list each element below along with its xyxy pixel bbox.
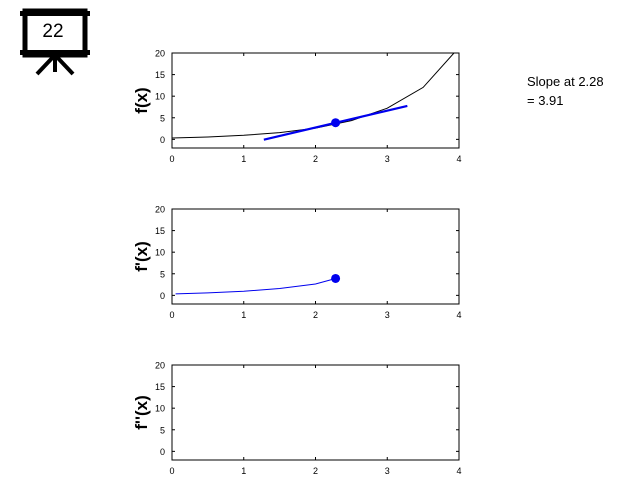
- data-point: [331, 273, 341, 283]
- y-tick-label: 15: [155, 226, 165, 236]
- x-tick-label: 3: [385, 310, 390, 320]
- y-tick-label: 0: [160, 447, 165, 457]
- x-tick-label: 0: [169, 466, 174, 476]
- x-tick-label: 3: [385, 154, 390, 164]
- x-tick-label: 0: [169, 154, 174, 164]
- x-tick-label: 2: [313, 154, 318, 164]
- data-point: [331, 118, 341, 128]
- x-tick-label: 4: [456, 154, 461, 164]
- y-axis-label: f'(x): [132, 241, 151, 271]
- y-tick-label: 10: [155, 248, 165, 258]
- x-tick-label: 1: [241, 310, 246, 320]
- plot-frame: [171, 208, 460, 305]
- slope-annotation-line2: = 3.91: [527, 93, 564, 108]
- plot-3: 0 1 2 3 4 0 5 10 15 20 f''(x): [132, 361, 462, 477]
- y-tick-label: 5: [160, 113, 165, 123]
- slope-annotation-line1: Slope at 2.28: [527, 74, 604, 89]
- slide-number: 22: [42, 21, 64, 42]
- presentation-board-icon: [20, 8, 90, 76]
- y-tick-label: 20: [155, 361, 165, 371]
- series-line: [175, 277, 336, 295]
- x-tick-label: 0: [169, 310, 174, 320]
- x-tick-label: 3: [385, 466, 390, 476]
- slope-annotation: Slope at 2.28 = 3.91: [527, 72, 604, 110]
- y-tick-label: 0: [160, 291, 165, 301]
- plot-2: 0 1 2 3 4 0 5 10 15 20 f'(x): [132, 205, 462, 321]
- plot-frame: [171, 364, 460, 461]
- y-tick-label: 15: [155, 382, 165, 392]
- y-tick-label: 5: [160, 425, 165, 435]
- y-axis-label: f(x): [132, 87, 151, 113]
- plot-1: 0 1 2 3 4 0 5 10 15 20 f(x): [132, 49, 462, 165]
- y-tick-label: 20: [155, 49, 165, 59]
- y-tick-label: 0: [160, 135, 165, 145]
- y-tick-label: 5: [160, 269, 165, 279]
- y-tick-label: 10: [155, 404, 165, 414]
- x-tick-label: 2: [313, 310, 318, 320]
- x-tick-label: 1: [241, 154, 246, 164]
- y-tick-label: 20: [155, 205, 165, 215]
- series-line: [172, 53, 455, 139]
- x-tick-label: 4: [456, 466, 461, 476]
- y-tick-label: 15: [155, 70, 165, 80]
- y-axis-label: f''(x): [132, 395, 151, 430]
- x-tick-label: 4: [456, 310, 461, 320]
- x-tick-label: 1: [241, 466, 246, 476]
- y-tick-label: 10: [155, 92, 165, 102]
- plot-frame: [171, 52, 460, 149]
- x-tick-label: 2: [313, 466, 318, 476]
